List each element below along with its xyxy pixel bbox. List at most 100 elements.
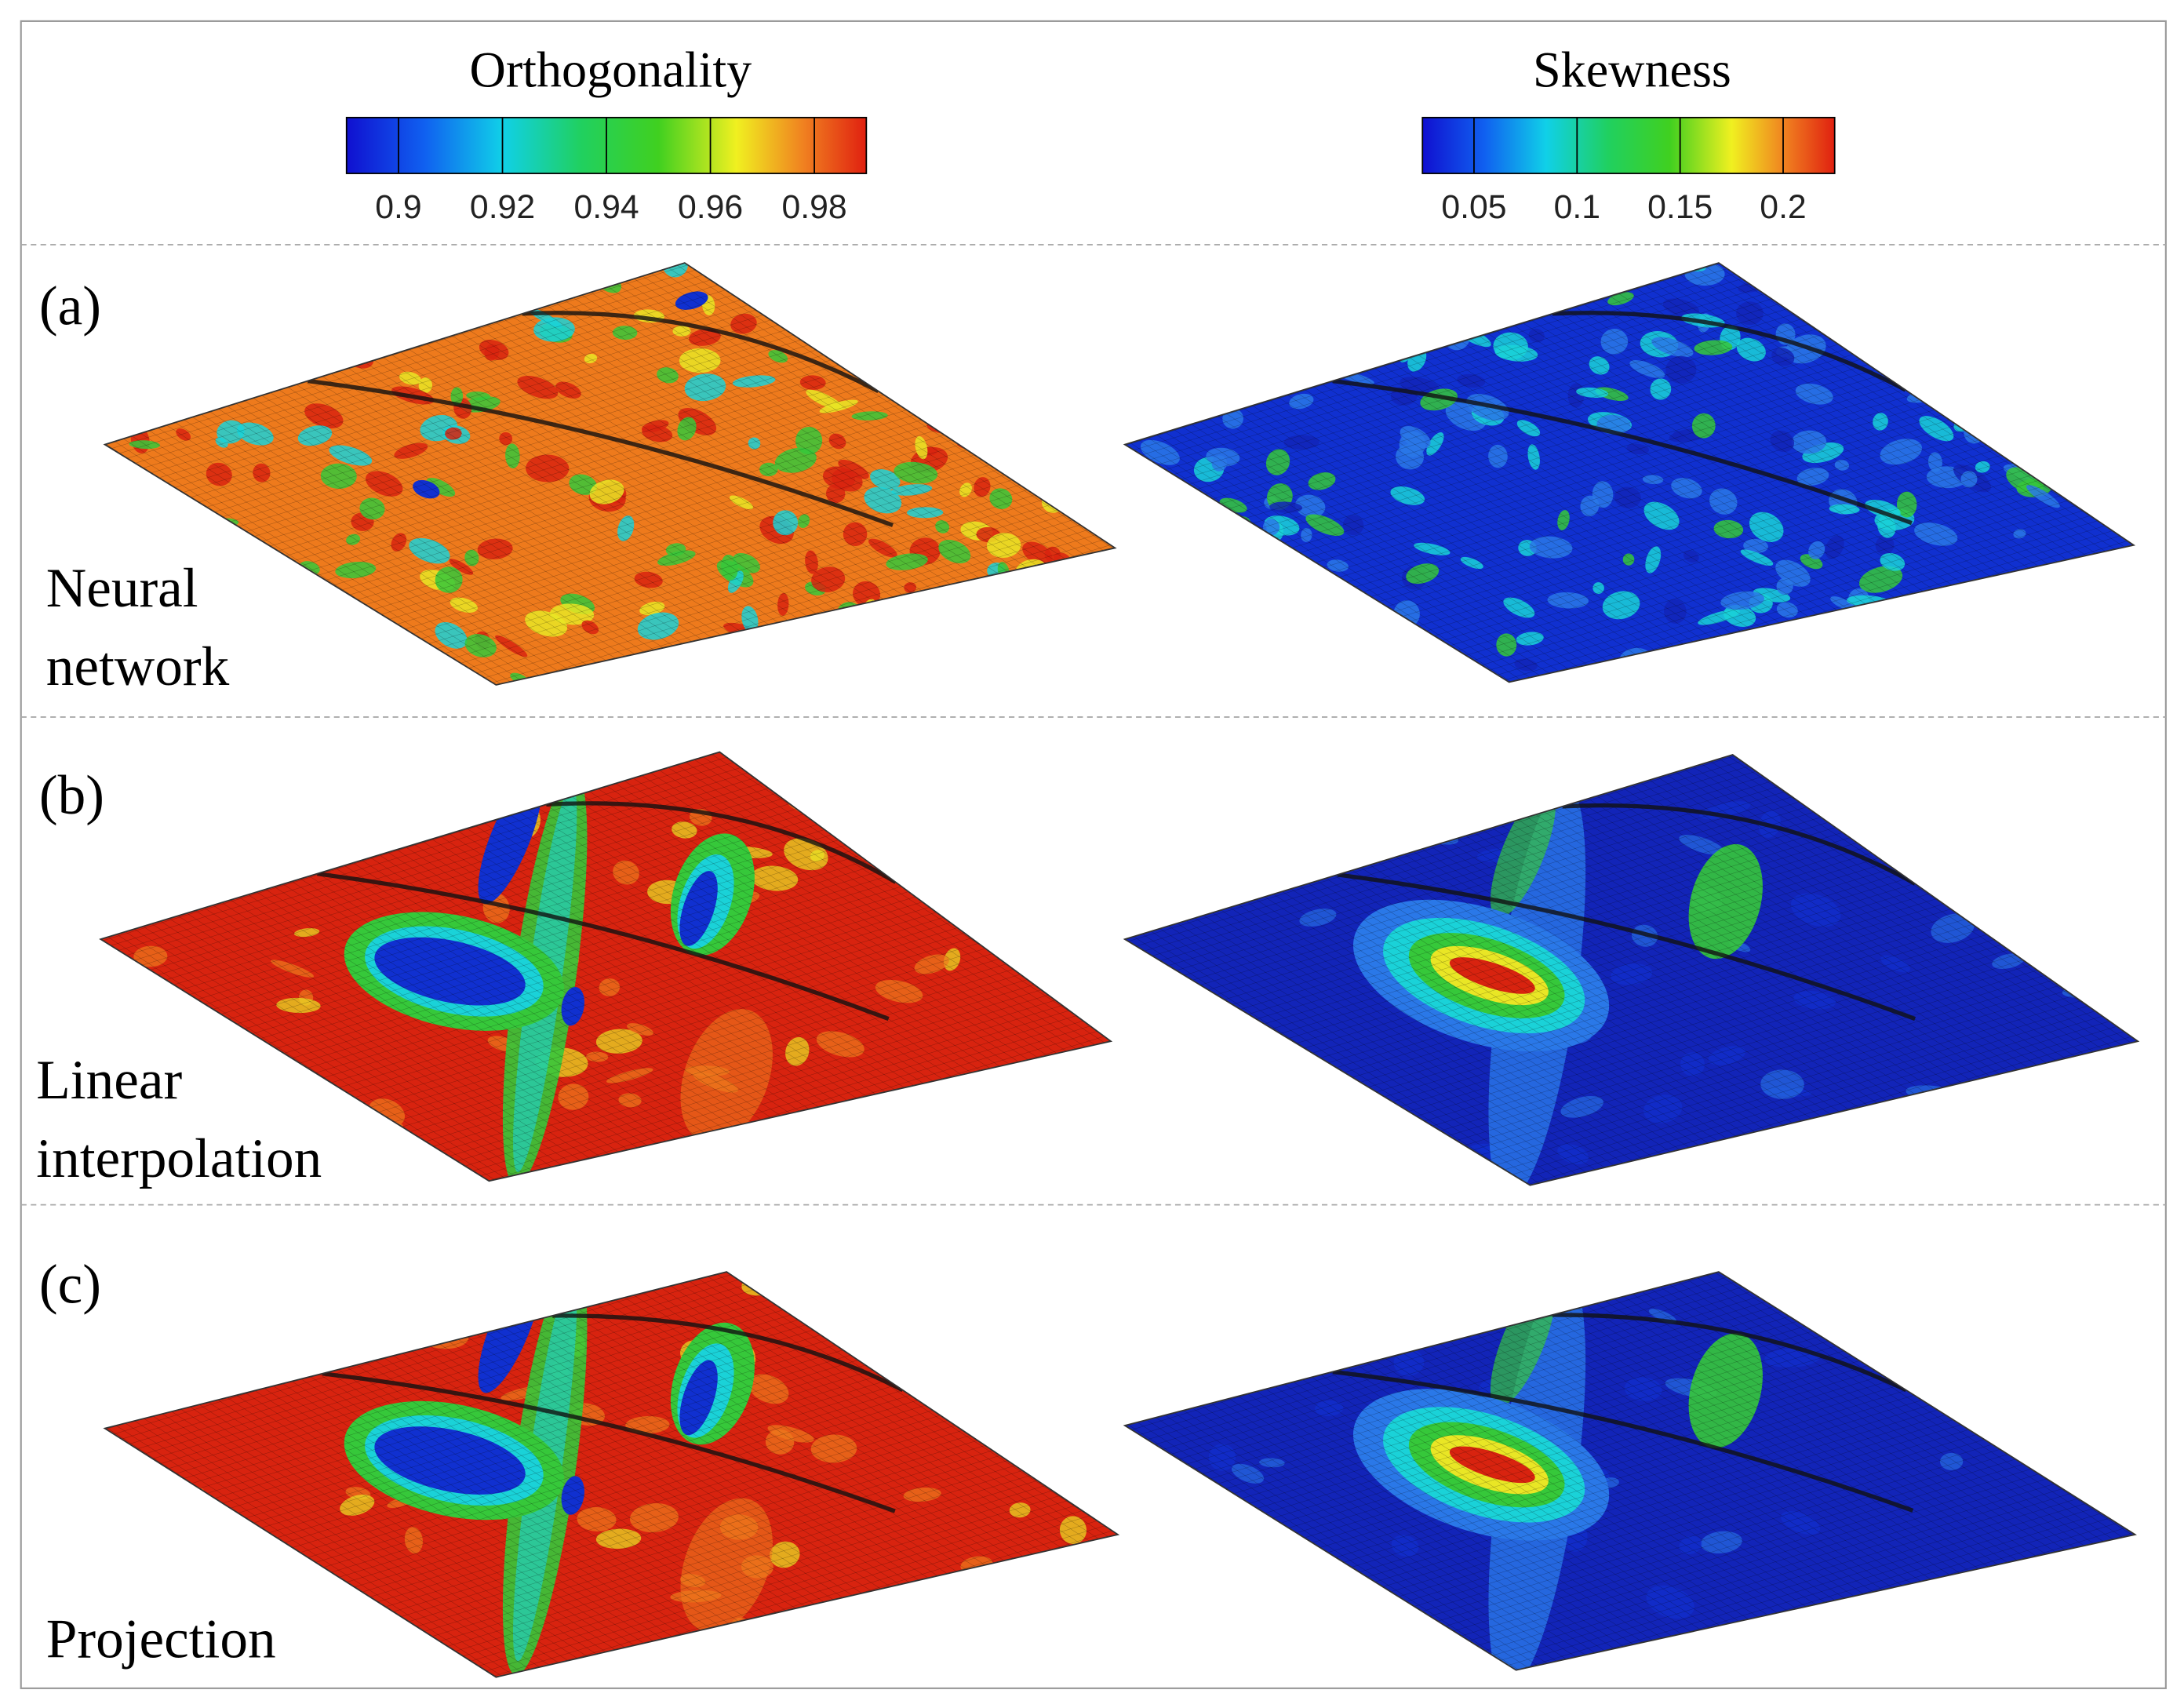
color-patch	[886, 1272, 938, 1289]
color-patch	[1329, 1568, 1351, 1590]
color-patch	[111, 344, 139, 373]
color-patch	[1800, 263, 1836, 277]
color-patch	[838, 777, 890, 791]
color-patch	[1741, 649, 1777, 674]
color-patch	[1060, 287, 1076, 300]
color-patch	[426, 800, 463, 829]
color-patch	[1009, 357, 1038, 375]
color-patch	[1525, 286, 1552, 304]
color-patch	[707, 656, 725, 668]
color-patch	[2055, 654, 2079, 671]
color-patch	[1271, 328, 1310, 341]
ridge	[552, 1313, 904, 1393]
color-patch	[1754, 661, 1778, 672]
color-patch	[253, 565, 275, 585]
surface	[1123, 262, 2136, 683]
color-patch	[2029, 293, 2066, 315]
color-patch	[1156, 617, 1192, 637]
color-patch	[107, 338, 139, 364]
color-patch	[978, 624, 1018, 654]
color-patch	[350, 1608, 366, 1622]
color-patch	[1235, 558, 1258, 579]
color-patch	[1527, 303, 1547, 313]
color-patch	[1971, 377, 2009, 404]
color-patch	[1770, 626, 1811, 655]
color-patch	[1415, 670, 1434, 683]
color-patch	[174, 297, 209, 320]
method-label: Linear	[36, 1050, 182, 1111]
panel-label: (a)	[39, 275, 101, 337]
color-patch	[1258, 343, 1292, 370]
color-patch	[1159, 501, 1196, 519]
color-patch	[1039, 607, 1081, 633]
color-patch	[2042, 404, 2058, 417]
color-patch	[975, 310, 1001, 328]
method-label: Neural	[46, 558, 198, 619]
color-patch	[104, 459, 115, 482]
color-patch	[1198, 282, 1237, 298]
color-patch	[970, 869, 1014, 888]
color-patch	[1403, 1620, 1433, 1651]
color-patch	[1811, 289, 1840, 304]
color-patch	[1009, 614, 1044, 633]
color-patch	[1256, 612, 1275, 638]
color-patch	[163, 995, 187, 1010]
ridge	[317, 871, 890, 1022]
colorbar-tick-label: 0.2	[1760, 188, 1806, 226]
surface	[1123, 1271, 2137, 1671]
color-patch	[1868, 277, 1880, 293]
color-patch	[970, 596, 988, 616]
color-patch	[292, 356, 318, 374]
color-patch	[1960, 1286, 2011, 1311]
color-patch	[1155, 361, 1188, 383]
color-patch	[1942, 290, 1978, 315]
color-patch	[1171, 275, 1210, 304]
color-patch	[957, 775, 975, 800]
mesh	[1124, 263, 2134, 683]
color-patch	[1295, 1307, 1338, 1327]
color-patch	[249, 571, 279, 599]
color-patch	[995, 330, 1022, 350]
colorbar-tick-label: 0.94	[573, 188, 639, 226]
colorbar-tick-label: 0.15	[1647, 188, 1713, 226]
color-patch	[379, 1272, 416, 1288]
mesh	[104, 263, 1116, 685]
color-patch	[1362, 1633, 1406, 1648]
surface-edge	[1123, 754, 2140, 1186]
color-patch	[238, 635, 264, 656]
color-patch	[1498, 279, 1514, 294]
color-patch	[706, 656, 743, 685]
color-patch	[2089, 452, 2105, 471]
color-patch	[1361, 1617, 1402, 1637]
color-patch	[1603, 272, 1621, 296]
ridge	[1552, 1313, 1907, 1393]
color-patch	[1833, 642, 1869, 654]
color-patch	[1102, 271, 1116, 286]
color-patch	[988, 789, 1030, 811]
color-patch	[1153, 1535, 1173, 1564]
color-patch	[2122, 338, 2134, 357]
color-patch	[1012, 942, 1049, 968]
colorbar-tick-label: 0.9	[375, 188, 421, 226]
color-patch	[1006, 1357, 1023, 1370]
color-patch	[1195, 263, 1225, 281]
color-patch	[1032, 1572, 1056, 1598]
color-patch	[289, 296, 331, 327]
color-patch	[512, 1273, 543, 1284]
color-patch	[1225, 273, 1243, 289]
color-patch	[1083, 606, 1102, 633]
color-patch	[1087, 335, 1108, 362]
color-patch	[1044, 563, 1075, 585]
color-patch	[1302, 612, 1318, 636]
color-patch	[326, 1329, 344, 1350]
color-patch	[135, 315, 150, 326]
color-patch	[886, 610, 901, 625]
color-patch	[934, 628, 959, 643]
surface-edge	[103, 262, 1117, 686]
color-patch	[970, 368, 1005, 386]
color-patch	[1891, 347, 1926, 373]
color-patch	[1193, 798, 1225, 825]
color-patch	[1938, 306, 1966, 330]
color-patch	[1156, 631, 1173, 650]
mesh	[1124, 1272, 2135, 1670]
